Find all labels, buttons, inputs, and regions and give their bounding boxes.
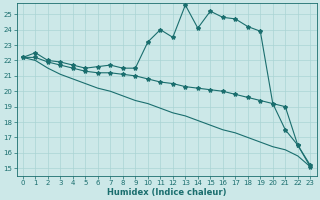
X-axis label: Humidex (Indice chaleur): Humidex (Indice chaleur)	[107, 188, 226, 197]
